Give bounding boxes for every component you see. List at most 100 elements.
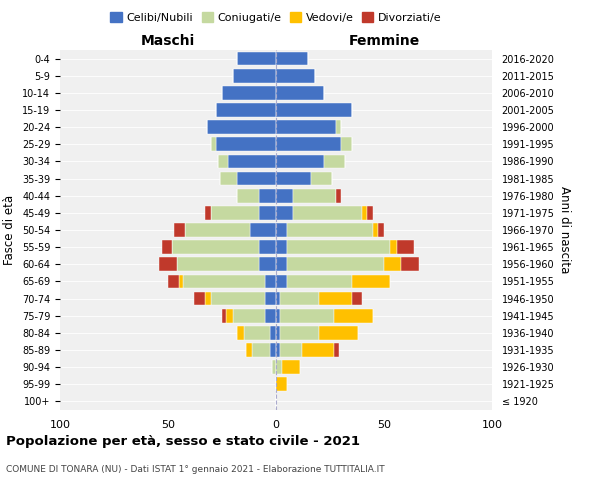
- Bar: [276, 172, 311, 185]
- Bar: [215, 138, 276, 151]
- Bar: [337, 189, 341, 202]
- Bar: [276, 326, 280, 340]
- Bar: [276, 360, 283, 374]
- Legend: Celibi/Nubili, Coniugati/e, Vedovi/e, Divorziati/e: Celibi/Nubili, Coniugati/e, Vedovi/e, Di…: [106, 8, 446, 28]
- Bar: [377, 223, 384, 237]
- Bar: [272, 360, 276, 374]
- Bar: [185, 223, 250, 237]
- Bar: [211, 206, 259, 220]
- Bar: [265, 292, 276, 306]
- Bar: [384, 258, 401, 271]
- Bar: [205, 206, 211, 220]
- Bar: [269, 343, 276, 357]
- Bar: [161, 240, 172, 254]
- Bar: [265, 309, 276, 322]
- Bar: [283, 360, 300, 374]
- Bar: [205, 292, 211, 306]
- Bar: [265, 274, 276, 288]
- Bar: [233, 309, 265, 322]
- Bar: [287, 240, 391, 254]
- Bar: [183, 274, 265, 288]
- Bar: [276, 240, 287, 254]
- Bar: [222, 309, 226, 322]
- Bar: [207, 120, 276, 134]
- Bar: [276, 189, 293, 202]
- Bar: [269, 326, 276, 340]
- Bar: [276, 309, 280, 322]
- Bar: [259, 240, 276, 254]
- Bar: [276, 69, 315, 82]
- Bar: [397, 240, 414, 254]
- Bar: [215, 103, 276, 117]
- Bar: [352, 274, 391, 288]
- Bar: [237, 189, 259, 202]
- Bar: [280, 309, 334, 322]
- Bar: [222, 86, 276, 100]
- Bar: [401, 258, 419, 271]
- Bar: [287, 274, 352, 288]
- Bar: [276, 86, 323, 100]
- Bar: [168, 274, 179, 288]
- Bar: [179, 274, 183, 288]
- Bar: [341, 138, 352, 151]
- Bar: [276, 274, 287, 288]
- Bar: [362, 206, 367, 220]
- Bar: [276, 343, 280, 357]
- Bar: [276, 154, 323, 168]
- Bar: [194, 292, 205, 306]
- Bar: [220, 172, 237, 185]
- Bar: [172, 240, 259, 254]
- Bar: [259, 189, 276, 202]
- Bar: [319, 292, 352, 306]
- Bar: [337, 120, 341, 134]
- Bar: [233, 69, 276, 82]
- Bar: [287, 223, 373, 237]
- Bar: [259, 258, 276, 271]
- Bar: [226, 309, 233, 322]
- Bar: [246, 343, 252, 357]
- Bar: [176, 258, 259, 271]
- Bar: [218, 154, 229, 168]
- Text: Maschi: Maschi: [141, 34, 195, 48]
- Bar: [237, 326, 244, 340]
- Bar: [276, 120, 337, 134]
- Bar: [287, 258, 384, 271]
- Bar: [319, 326, 358, 340]
- Text: Popolazione per età, sesso e stato civile - 2021: Popolazione per età, sesso e stato civil…: [6, 435, 360, 448]
- Bar: [244, 326, 269, 340]
- Bar: [237, 52, 276, 66]
- Bar: [293, 206, 362, 220]
- Bar: [276, 52, 308, 66]
- Bar: [276, 292, 280, 306]
- Bar: [276, 138, 341, 151]
- Bar: [211, 292, 265, 306]
- Text: COMUNE DI TONARA (NU) - Dati ISTAT 1° gennaio 2021 - Elaborazione TUTTITALIA.IT: COMUNE DI TONARA (NU) - Dati ISTAT 1° ge…: [6, 465, 385, 474]
- Bar: [175, 223, 185, 237]
- Bar: [302, 343, 334, 357]
- Bar: [352, 292, 362, 306]
- Bar: [276, 103, 352, 117]
- Bar: [334, 309, 373, 322]
- Bar: [373, 223, 377, 237]
- Bar: [250, 223, 276, 237]
- Y-axis label: Anni di nascita: Anni di nascita: [558, 186, 571, 274]
- Bar: [211, 138, 215, 151]
- Text: Femmine: Femmine: [349, 34, 419, 48]
- Bar: [311, 172, 332, 185]
- Bar: [237, 172, 276, 185]
- Bar: [252, 343, 269, 357]
- Bar: [276, 378, 287, 391]
- Bar: [259, 206, 276, 220]
- Bar: [391, 240, 397, 254]
- Bar: [280, 326, 319, 340]
- Bar: [276, 258, 287, 271]
- Bar: [276, 223, 287, 237]
- Bar: [160, 258, 176, 271]
- Bar: [293, 189, 337, 202]
- Y-axis label: Fasce di età: Fasce di età: [4, 195, 16, 265]
- Bar: [280, 292, 319, 306]
- Bar: [276, 206, 293, 220]
- Bar: [280, 343, 302, 357]
- Bar: [323, 154, 345, 168]
- Bar: [229, 154, 276, 168]
